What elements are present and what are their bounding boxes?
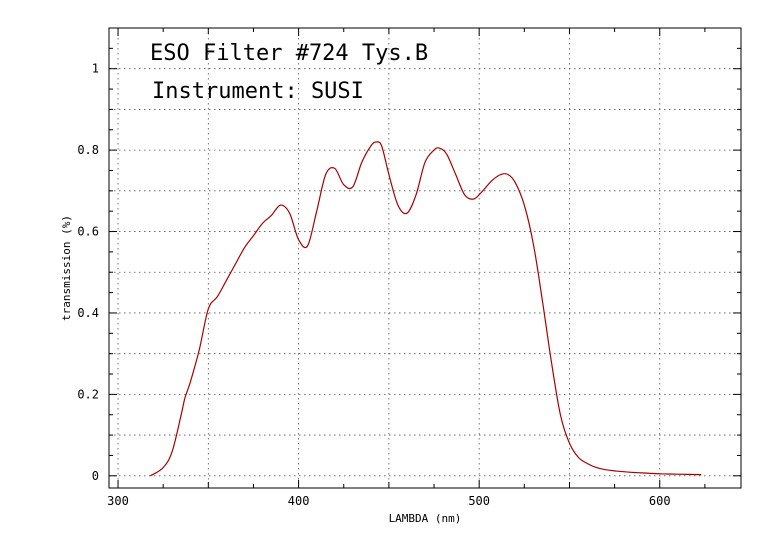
y-tick-labels: 0 0.2 0.4 0.6 0.8 1 xyxy=(77,62,99,483)
x-tick-label: 500 xyxy=(468,494,490,508)
x-tick-labels: 300 400 500 600 xyxy=(107,494,670,508)
grid-lines xyxy=(109,28,741,488)
plot-frame xyxy=(108,27,742,489)
y-tick-label: 0 xyxy=(92,469,99,483)
y-tick-label: 0.4 xyxy=(77,306,99,320)
x-tick-label: 300 xyxy=(107,494,129,508)
y-axis-label: transmission (%) xyxy=(60,215,73,321)
y-tick-label: 0.6 xyxy=(77,225,99,239)
x-tick-label: 600 xyxy=(649,494,671,508)
chart-subtitle: Instrument: SUSI xyxy=(152,79,364,104)
transmission-curve xyxy=(150,141,702,477)
y-tick-label: 0.8 xyxy=(77,143,99,157)
x-tick-label: 400 xyxy=(288,494,310,508)
chart-title: ESO Filter #724 Tys.B xyxy=(150,41,428,66)
axis-ticks xyxy=(109,28,741,488)
y-tick-label: 0.2 xyxy=(77,387,99,401)
y-tick-label: 1 xyxy=(92,62,99,76)
x-axis-label: LAMBDA (nm) xyxy=(389,512,462,525)
